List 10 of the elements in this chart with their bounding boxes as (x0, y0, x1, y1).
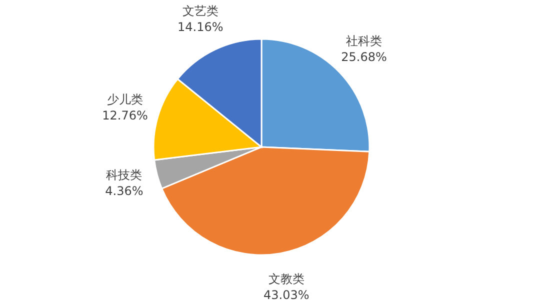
slice-label: 文教类 (268, 272, 304, 286)
slice-label: 社科类 (346, 34, 382, 48)
slice-label: 科技类 (106, 168, 142, 182)
data-label: 43.03% (263, 288, 310, 302)
slice-label: 少儿类 (107, 92, 144, 107)
slice-label: 文艺类 (182, 4, 218, 18)
data-label: 12.76% (102, 108, 148, 123)
data-label: 14.16% (178, 20, 224, 34)
data-label: 25.68% (341, 50, 387, 64)
data-label: 4.36% (105, 184, 144, 198)
